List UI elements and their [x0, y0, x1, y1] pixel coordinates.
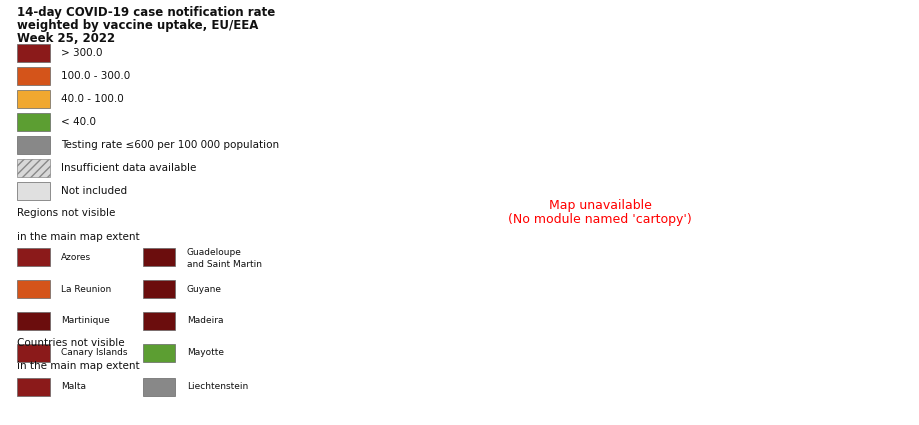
- Text: Liechtenstein: Liechtenstein: [187, 382, 248, 391]
- Text: 14-day COVID-19 case notification rate: 14-day COVID-19 case notification rate: [17, 6, 275, 20]
- Text: Week 25, 2022: Week 25, 2022: [17, 32, 115, 45]
- Bar: [142, 378, 176, 396]
- Bar: [17, 44, 50, 62]
- Text: Testing rate ≤600 per 100 000 population: Testing rate ≤600 per 100 000 population: [62, 140, 279, 150]
- Text: and Saint Martin: and Saint Martin: [187, 260, 262, 269]
- Text: Countries not visible: Countries not visible: [17, 338, 125, 348]
- Bar: [17, 67, 50, 85]
- Bar: [142, 344, 176, 362]
- Text: Mayotte: Mayotte: [187, 348, 223, 357]
- Text: < 40.0: < 40.0: [62, 117, 96, 127]
- Text: Martinique: Martinique: [62, 316, 110, 326]
- Bar: [17, 280, 50, 298]
- Text: Insufficient data available: Insufficient data available: [62, 163, 197, 173]
- Bar: [17, 378, 50, 396]
- Text: La Reunion: La Reunion: [62, 284, 111, 294]
- Bar: [142, 280, 176, 298]
- Text: 40.0 - 100.0: 40.0 - 100.0: [62, 94, 124, 104]
- Text: Regions not visible: Regions not visible: [17, 208, 116, 218]
- Bar: [17, 344, 50, 362]
- Bar: [17, 182, 50, 200]
- Text: > 300.0: > 300.0: [62, 48, 103, 58]
- Text: Azores: Azores: [62, 252, 91, 262]
- Bar: [17, 248, 50, 266]
- Bar: [17, 312, 50, 330]
- Bar: [17, 159, 50, 177]
- Text: 100.0 - 300.0: 100.0 - 300.0: [62, 71, 130, 81]
- Bar: [17, 136, 50, 154]
- Bar: [17, 113, 50, 131]
- Bar: [17, 90, 50, 108]
- Text: in the main map extent: in the main map extent: [17, 361, 140, 371]
- Bar: [142, 312, 176, 330]
- Text: in the main map extent: in the main map extent: [17, 232, 140, 242]
- Text: Guadeloupe: Guadeloupe: [187, 247, 242, 257]
- Text: Map unavailable
(No module named 'cartopy'): Map unavailable (No module named 'cartop…: [508, 198, 691, 227]
- Text: Malta: Malta: [62, 382, 86, 391]
- Text: Madeira: Madeira: [187, 316, 223, 326]
- Text: Guyane: Guyane: [187, 284, 221, 294]
- Text: Canary Islands: Canary Islands: [62, 348, 128, 357]
- Bar: [142, 248, 176, 266]
- Text: Not included: Not included: [62, 186, 128, 196]
- Text: weighted by vaccine uptake, EU/EEA: weighted by vaccine uptake, EU/EEA: [17, 19, 258, 32]
